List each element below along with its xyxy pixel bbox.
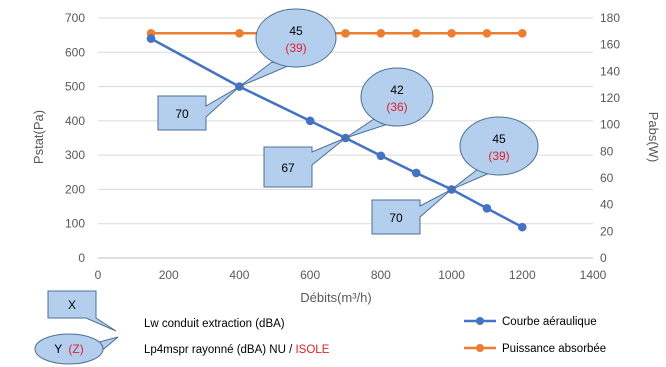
x-axis-title: Débits(m³/h) xyxy=(300,290,372,305)
key-box-label: X xyxy=(68,298,76,312)
y-right-tick-label-1: 20 xyxy=(600,224,614,238)
key-box-text: Lw conduit extraction (dBA) xyxy=(144,318,285,330)
annotation-bubble-value-3: 45 xyxy=(289,24,303,38)
key-bubble-label-group: Y (Z) xyxy=(54,342,83,356)
series-0-point-4 xyxy=(376,151,386,161)
key-box-shape xyxy=(47,290,117,332)
annotation-box-value-0: 70 xyxy=(175,107,189,121)
x-tick-label-5: 1000 xyxy=(438,268,465,282)
annotation-bubble-4: 42 (36) xyxy=(345,67,434,139)
legend-marker-1 xyxy=(476,344,484,352)
y-right-tick-label-7: 140 xyxy=(600,64,620,78)
y-right-tick-label-0: 0 xyxy=(600,251,607,265)
y-left-tick-label-3: 300 xyxy=(65,148,85,162)
x-tick-label-2: 400 xyxy=(229,268,249,282)
legend-label-1: Puissance absorbée xyxy=(502,343,606,355)
key-box: X xyxy=(47,290,117,332)
legend-item-1: Puissance absorbée xyxy=(464,343,606,355)
legend: Courbe aéraulique Puissance absorbée xyxy=(464,316,606,355)
series-1-point-7 xyxy=(482,29,492,38)
y-right-tick-label-3: 60 xyxy=(600,171,614,185)
key-bubble-text-red: ISOLE xyxy=(295,344,329,356)
y-right-tick-label-6: 120 xyxy=(600,91,620,105)
series-0-point-5 xyxy=(411,168,421,178)
y-left-tick-label-4: 400 xyxy=(65,114,85,128)
annotation-box-shape-0 xyxy=(157,86,240,131)
y-axis-right-title: Pabs(W) xyxy=(646,112,661,163)
series-1 xyxy=(146,29,527,38)
y-right-tick-label-9: 180 xyxy=(600,11,620,25)
series-0-point-7 xyxy=(482,203,492,213)
series-0-point-0 xyxy=(146,34,156,43)
annotation-bubble-tail-3 xyxy=(239,61,290,88)
y-right-tick-label-2: 40 xyxy=(600,198,614,212)
annotation-bubble-shape-5 xyxy=(459,116,539,176)
series-1-point-1 xyxy=(235,29,244,38)
annotation-bubble-shape-4 xyxy=(360,67,434,127)
series-1-point-8 xyxy=(517,29,527,38)
annotation-box-0: 70 xyxy=(157,86,240,131)
x-tick-label-6: 1200 xyxy=(509,268,536,282)
annotation-box-shape-1 xyxy=(263,137,346,188)
key-bubble-sub: (Z) xyxy=(68,342,83,356)
annotation-bubble-value-5: 45 xyxy=(492,132,506,146)
series-1-point-4 xyxy=(376,29,386,38)
x-tick-label-7: 1400 xyxy=(580,268,607,282)
annotation-bubble-sub-4: (36) xyxy=(386,100,407,114)
y-right-tick-label-4: 80 xyxy=(600,144,614,158)
series-1-point-5 xyxy=(411,29,421,38)
y-left-tick-label-6: 600 xyxy=(65,45,85,59)
series-1-point-3 xyxy=(341,29,350,38)
legend-label-0: Courbe aéraulique xyxy=(502,316,597,328)
key-bubble-shape xyxy=(34,333,104,365)
key-bubble-label: Y xyxy=(54,342,62,356)
y-right-tick-label-8: 160 xyxy=(600,38,620,52)
y-right-tick-label-5: 100 xyxy=(600,118,620,132)
callout-layer: 70 67 70 45 (39) 42 (36) 45 (39) xyxy=(157,8,539,235)
x-tick-label-1: 200 xyxy=(159,268,179,282)
annotation-bubble-shape-3 xyxy=(255,8,337,68)
x-tick-label-0: 0 xyxy=(95,268,102,282)
annotation-bubble-sub-5: (39) xyxy=(488,149,509,163)
annotation-bubble-value-4: 42 xyxy=(390,83,404,97)
key-bubble-text: Lp4mspr rayonné (dBA) NU / xyxy=(144,344,295,356)
y-left-tick-label-0: 0 xyxy=(78,251,85,265)
y-left-tick-label-1: 100 xyxy=(65,217,85,231)
legend-item-0: Courbe aéraulique xyxy=(464,316,597,328)
key-bubble-text-group: Lp4mspr rayonné (dBA) NU / ISOLE xyxy=(144,344,330,356)
annotation-box-2: 70 xyxy=(371,188,452,235)
y-left-tick-label-5: 500 xyxy=(65,80,85,94)
series-1-point-6 xyxy=(447,29,456,38)
key-bubble: Y (Z) xyxy=(34,333,119,365)
annotation-box-value-2: 70 xyxy=(389,211,403,225)
annotation-bubble-sub-3: (39) xyxy=(285,41,306,55)
annotation-box-shape-2 xyxy=(371,188,452,235)
series-0-point-2 xyxy=(305,116,315,126)
tick-labels: 0 200 400 600 800 1000 1200 1400010020030040050… xyxy=(65,11,620,282)
series-0-point-8 xyxy=(517,222,527,232)
y-axis-left-title: Pstat(Pa) xyxy=(31,110,46,164)
annotation-box-1: 67 xyxy=(263,137,346,188)
annotation-box-value-1: 67 xyxy=(281,161,295,175)
annotation-bubble-5: 45 (39) xyxy=(451,116,539,190)
annotation-bubble-3: 45 (39) xyxy=(239,8,337,88)
x-tick-label-4: 800 xyxy=(371,268,391,282)
y-left-tick-label-7: 700 xyxy=(65,11,85,25)
x-tick-label-3: 600 xyxy=(300,268,320,282)
legend-marker-0 xyxy=(476,317,484,325)
y-left-tick-label-2: 200 xyxy=(65,182,85,196)
